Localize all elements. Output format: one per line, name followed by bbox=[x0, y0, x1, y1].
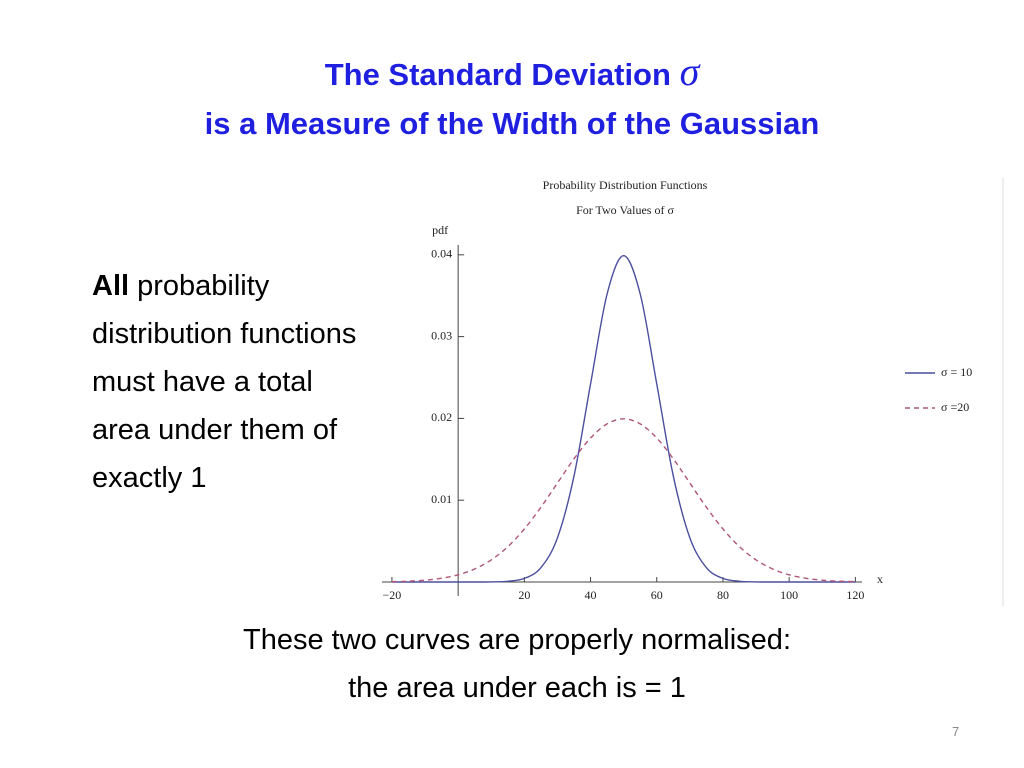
x-tick-label: 120 bbox=[846, 588, 864, 602]
chart: Probability Distribution Functions For T… bbox=[382, 178, 1004, 606]
slide-title: The Standard Deviation σ bbox=[0, 48, 1024, 95]
y-tick-label: 0.02 bbox=[431, 410, 452, 424]
x-tick-label: 40 bbox=[585, 588, 597, 602]
x-axis-label: x bbox=[877, 572, 883, 586]
title-symbol: σ bbox=[679, 49, 700, 94]
paragraph: All probability distribution functions m… bbox=[92, 262, 377, 502]
y-axis-label: pdf bbox=[432, 223, 448, 237]
chart-title: Probability Distribution Functions bbox=[543, 178, 708, 192]
body-text: probability distribution functions must … bbox=[92, 270, 357, 494]
caption: These two curves are properly normalised… bbox=[242, 624, 791, 656]
x-tick-label: 20 bbox=[518, 588, 530, 602]
series-line bbox=[391, 255, 856, 583]
slide-title: is a Measure of the Width of the Gaussia… bbox=[204, 106, 820, 141]
series-line bbox=[391, 418, 856, 583]
x-tick-label: 100 bbox=[780, 588, 798, 602]
bold-text: All bbox=[92, 270, 130, 302]
chart-title: For Two Values of σ bbox=[576, 203, 674, 217]
page-number: 7 bbox=[952, 724, 960, 739]
legend-label: σ = 10 bbox=[941, 365, 972, 379]
y-tick-label: 0.03 bbox=[431, 328, 452, 342]
x-tick-label: 80 bbox=[717, 588, 729, 602]
y-tick-label: 0.01 bbox=[431, 492, 452, 506]
x-tick-label: −20 bbox=[383, 588, 402, 602]
y-tick-label: 0.04 bbox=[431, 247, 452, 261]
caption: the area under each is = 1 bbox=[348, 672, 686, 704]
title-line: The Standard Deviation bbox=[324, 57, 671, 92]
legend-label: σ =20 bbox=[941, 400, 969, 414]
x-tick-label: 60 bbox=[651, 588, 663, 602]
